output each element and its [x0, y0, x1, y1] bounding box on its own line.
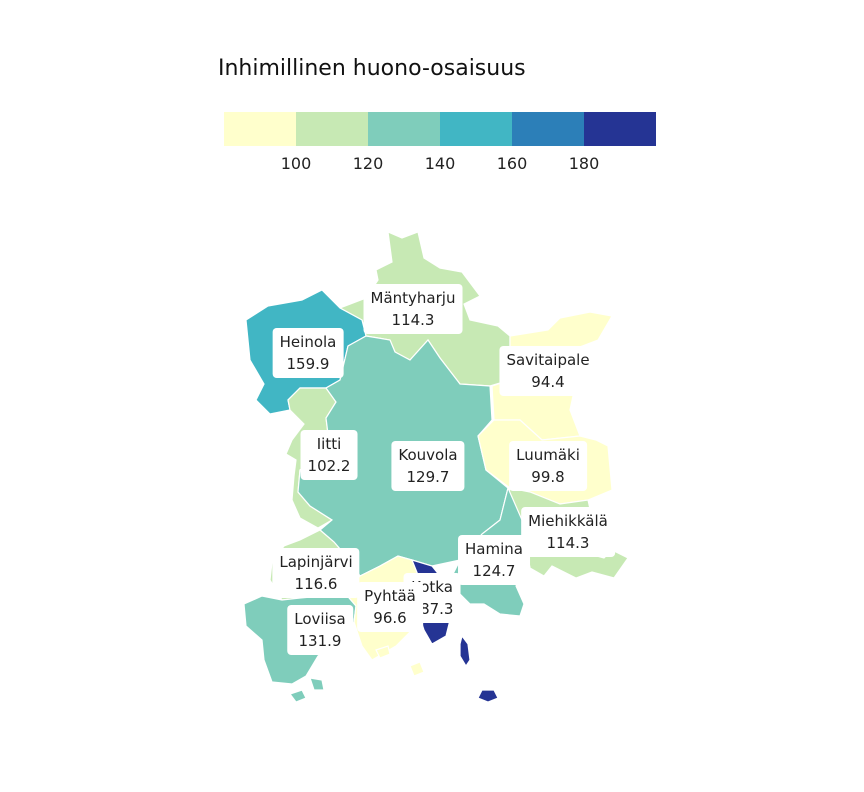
map-label-savitaipale[interactable]: Savitaipale 94.4 — [499, 346, 597, 396]
map-label-pyhtaa[interactable]: Pyhtää 96.6 — [357, 582, 423, 632]
region-kotka-island-1 — [459, 634, 471, 668]
label-value: 102.2 — [307, 457, 351, 475]
legend-title: Inhimillinen huono-osaisuus — [218, 56, 526, 81]
legend-color-bar — [224, 112, 656, 146]
region-loviisa-island-1 — [289, 689, 307, 703]
legend-ticks: 100 120 140 160 180 — [224, 154, 656, 176]
label-name: Kouvola — [398, 446, 458, 464]
label-value: 116.6 — [294, 575, 338, 593]
map-label-luumaki[interactable]: Luumäki 99.8 — [509, 441, 587, 491]
region-loviisa-island-2 — [309, 677, 325, 691]
label-value: 124.7 — [472, 562, 516, 580]
legend-tick-160: 160 — [496, 154, 528, 173]
map-label-hamina[interactable]: Hamina 124.7 — [458, 535, 530, 585]
map-label-lapinjarvi[interactable]: Lapinjärvi 116.6 — [272, 548, 360, 598]
label-name: Mäntyharju — [370, 289, 456, 307]
label-value: 114.3 — [391, 311, 435, 329]
legend-swatch-6 — [584, 112, 656, 146]
label-name: Loviisa — [294, 610, 346, 628]
legend-swatch-4 — [440, 112, 512, 146]
map-label-loviisa[interactable]: Loviisa 131.9 — [287, 605, 353, 655]
label-value: 94.4 — [531, 373, 565, 391]
label-value: 129.7 — [406, 468, 450, 486]
legend-swatch-2 — [296, 112, 368, 146]
map-label-mantyharju[interactable]: Mäntyharju 114.3 — [363, 284, 463, 334]
region-pyhtaa-island-1 — [409, 661, 425, 677]
legend-tick-120: 120 — [352, 154, 384, 173]
region-kotka-island-2 — [477, 689, 499, 703]
label-name: Savitaipale — [506, 351, 590, 369]
legend-tick-100: 100 — [280, 154, 312, 173]
label-name: Iitti — [316, 435, 342, 453]
map-label-kouvola[interactable]: Kouvola 129.7 — [391, 441, 465, 491]
label-value: 159.9 — [286, 355, 330, 373]
label-name: Luumäki — [516, 446, 580, 464]
label-value: 131.9 — [298, 632, 342, 650]
label-name: Miehikkälä — [528, 512, 608, 530]
label-value: 99.8 — [531, 468, 565, 486]
label-name: Hamina — [465, 540, 523, 558]
legend-tick-180: 180 — [568, 154, 600, 173]
legend-swatch-5 — [512, 112, 584, 146]
region-pyhtaa-island-2 — [375, 645, 391, 659]
label-name: Heinola — [279, 333, 337, 351]
legend-swatch-1 — [224, 112, 296, 146]
map-label-miehikkala[interactable]: Miehikkälä 114.3 — [521, 507, 615, 557]
map-label-heinola[interactable]: Heinola 159.9 — [272, 328, 344, 378]
legend-tick-140: 140 — [424, 154, 456, 173]
label-name: Pyhtää — [364, 587, 416, 605]
label-value: 96.6 — [373, 609, 407, 627]
label-value: 114.3 — [546, 534, 590, 552]
legend-swatch-3 — [368, 112, 440, 146]
map-label-iitti[interactable]: Iitti 102.2 — [300, 430, 358, 480]
label-name: Lapinjärvi — [279, 553, 353, 571]
